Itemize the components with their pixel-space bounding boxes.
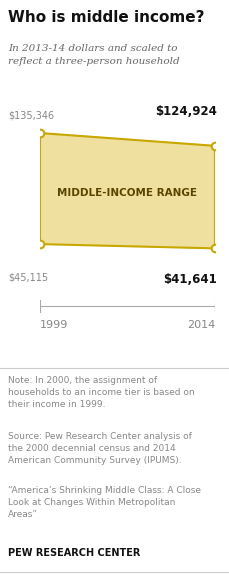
Text: $45,115: $45,115 <box>8 273 48 283</box>
Text: Note: In 2000, the assignment of
households to an income tier is based on
their : Note: In 2000, the assignment of househo… <box>8 376 194 409</box>
Text: In 2013-14 dollars and scaled to
reflect a three-person household: In 2013-14 dollars and scaled to reflect… <box>8 44 179 65</box>
Text: $41,641: $41,641 <box>163 273 216 286</box>
Text: MIDDLE-INCOME RANGE: MIDDLE-INCOME RANGE <box>57 188 197 198</box>
Text: Who is middle income?: Who is middle income? <box>8 10 204 25</box>
Polygon shape <box>40 133 214 249</box>
Text: $124,924: $124,924 <box>154 105 216 118</box>
Text: Source: Pew Research Center analysis of
the 2000 decennial census and 2014
Ameri: Source: Pew Research Center analysis of … <box>8 432 191 465</box>
Text: 2014: 2014 <box>186 320 214 330</box>
Text: 1999: 1999 <box>40 320 68 330</box>
Text: PEW RESEARCH CENTER: PEW RESEARCH CENTER <box>8 548 140 558</box>
Text: $135,346: $135,346 <box>8 110 54 120</box>
Text: “America’s Shrinking Middle Class: A Close
Look at Changes Within Metropolitan
A: “America’s Shrinking Middle Class: A Clo… <box>8 486 200 519</box>
